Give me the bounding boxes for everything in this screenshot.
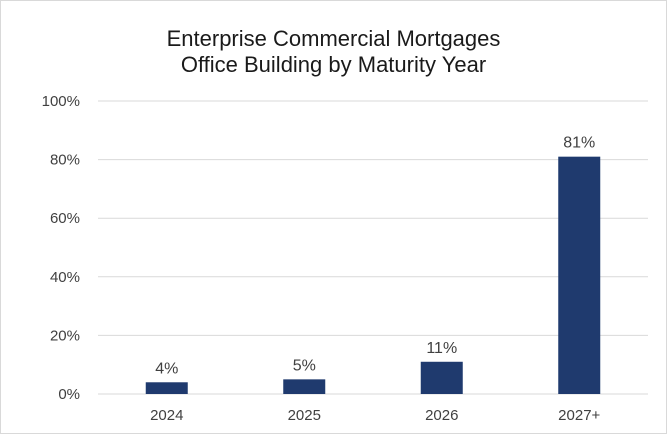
bar-2026 <box>420 361 463 394</box>
y-tick-label-60: 60% <box>50 210 80 227</box>
y-tick-label-20: 20% <box>50 327 80 344</box>
bar-2027+ <box>558 156 601 394</box>
data-label-2027+: 81% <box>563 135 595 152</box>
data-label-2026: 11% <box>426 340 457 357</box>
data-label-2025: 5% <box>293 357 316 374</box>
x-tick-label-2027+: 2027+ <box>558 407 600 424</box>
chart-title-line-1: Enterprise Commercial Mortgages <box>166 26 501 51</box>
x-tick-label-2024: 2024 <box>150 407 183 424</box>
y-tick-label-40: 40% <box>50 269 80 286</box>
y-tick-label-0: 0% <box>58 386 80 403</box>
y-tick-label-100: 100% <box>42 93 80 110</box>
x-tick-label-2026: 2026 <box>425 407 458 424</box>
bar-2024 <box>145 382 188 394</box>
y-tick-label-80: 80% <box>50 152 80 169</box>
data-label-2024: 4% <box>155 360 178 377</box>
chart-title-line-2: Office Building by Maturity Year <box>180 52 487 77</box>
bar-2025 <box>283 379 326 394</box>
x-tick-label-2025: 2025 <box>288 407 321 424</box>
